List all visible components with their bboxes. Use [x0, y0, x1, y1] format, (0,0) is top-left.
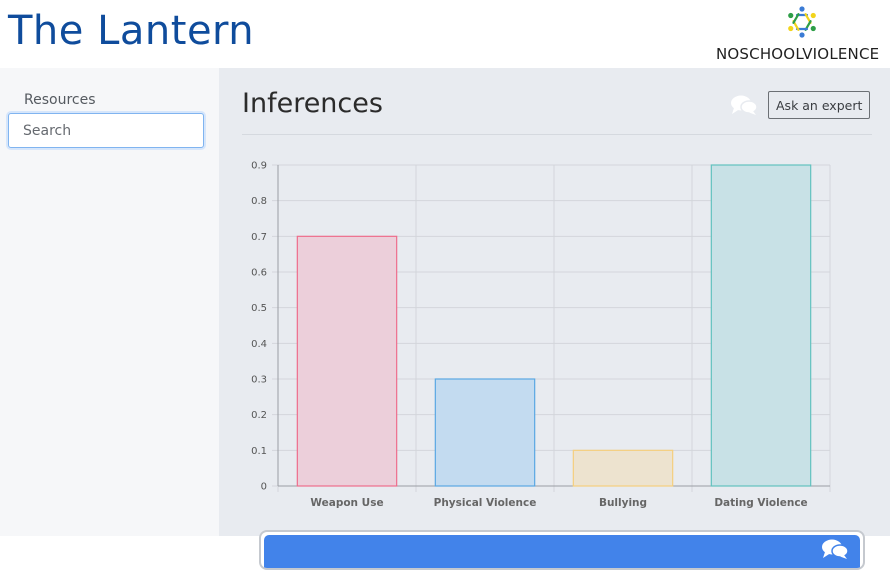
logo-text: NOSCHOOLVIOLENCE [716, 45, 880, 63]
y-tick-label: 0.9 [251, 161, 267, 172]
logo-figure-head [810, 12, 816, 19]
y-tick-label: 0.8 [251, 196, 267, 207]
y-tick-label: 0 [261, 482, 267, 493]
bar-bullying [572, 449, 674, 487]
page-title: Inferences [242, 88, 383, 119]
logo-figure-head [810, 25, 816, 32]
ask-expert-button[interactable]: Ask an expert [768, 91, 871, 119]
y-tick-label: 0.2 [251, 410, 267, 421]
logo[interactable]: NOSCHOOLVIOLENCE [712, 0, 890, 68]
chat-bubbles-icon[interactable] [730, 94, 758, 116]
y-tick-label: 0.5 [251, 303, 267, 314]
y-tick-label: 0.4 [251, 339, 267, 350]
chat-bubbles-icon[interactable] [821, 538, 849, 560]
x-tick-label: Dating Violence [714, 497, 807, 509]
chat-bar[interactable] [259, 530, 865, 570]
site-title[interactable]: The Lantern [8, 8, 255, 54]
search-input[interactable] [8, 113, 204, 148]
title-divider [242, 134, 872, 135]
header: The Lantern NOSCHOOLVIOLENCE [0, 0, 890, 68]
logo-figure-head [788, 12, 794, 19]
logo-figure-arms [792, 13, 800, 24]
logo-figure-head [799, 6, 805, 12]
chat-bar-fill [264, 535, 860, 568]
x-tick-label: Physical Violence [434, 497, 537, 509]
y-tick-label: 0.3 [251, 375, 267, 386]
logo-figure-head [799, 32, 805, 38]
bar-dating-violence [710, 164, 812, 487]
x-tick-label: Weapon Use [310, 497, 383, 509]
sidebar: Resources [0, 68, 219, 536]
x-tick-label: Bullying [599, 497, 647, 509]
sidebar-heading: Resources [24, 92, 96, 108]
bar-chart: 0 0.1 0.2 0.3 0.4 0.5 0.6 0.7 0.8 0.9 Weapon Use Ph… [251, 161, 831, 509]
y-tick-label: 0.1 [251, 446, 267, 457]
y-tick-label: 0.6 [251, 268, 267, 279]
bar-weapon-use [296, 235, 398, 487]
logo-figure-head [788, 25, 794, 32]
bar-physical-violence [434, 378, 536, 487]
y-tick-label: 0.7 [251, 232, 267, 243]
logo-icon [788, 6, 816, 38]
